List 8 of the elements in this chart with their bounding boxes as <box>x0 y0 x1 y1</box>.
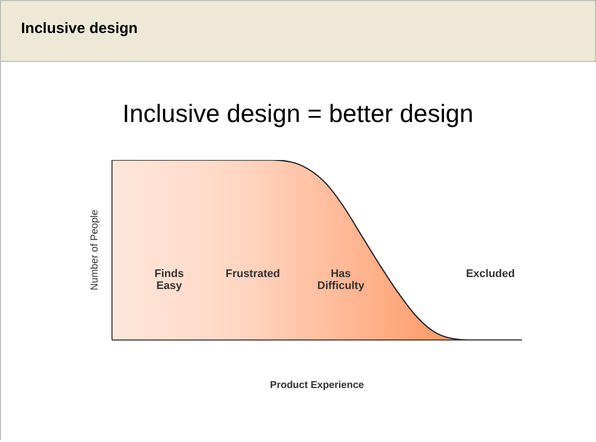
chart-title: Inclusive design <box>21 20 138 37</box>
x-axis-title: Product Experience <box>270 380 364 391</box>
annotation: Has Difficulty <box>316 268 366 292</box>
y-axis-title: Number of People <box>90 209 101 290</box>
annotation: Frustrated <box>224 268 281 280</box>
chart-subtitle: Inclusive design = better design <box>122 100 474 129</box>
annotation: Excluded <box>464 268 516 280</box>
annotation: Finds Easy <box>154 268 185 292</box>
